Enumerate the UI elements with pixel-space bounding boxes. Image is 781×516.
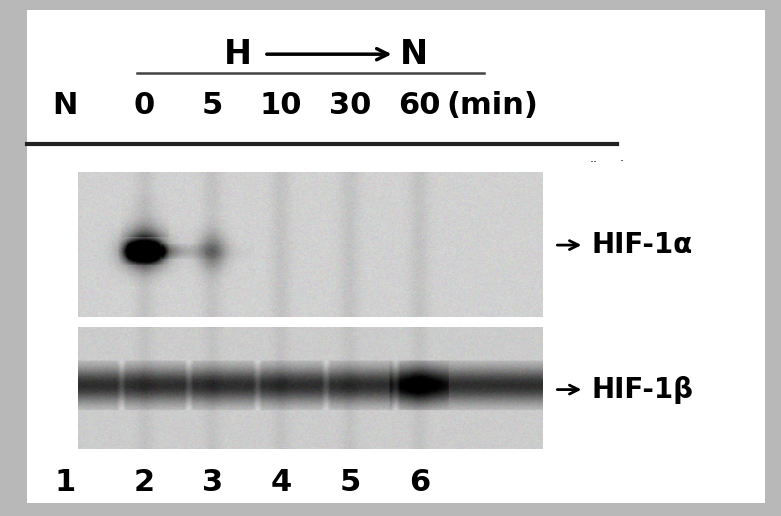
Text: 3: 3 — [201, 468, 223, 497]
Text: 1: 1 — [54, 468, 76, 497]
Text: 2: 2 — [134, 468, 155, 497]
Text: HIF-1β: HIF-1β — [592, 376, 694, 404]
Text: HIF-1α: HIF-1α — [592, 231, 694, 259]
Text: 5: 5 — [201, 91, 223, 120]
Text: 5: 5 — [339, 468, 361, 497]
Text: (min): (min) — [446, 91, 538, 120]
Text: 60: 60 — [398, 91, 440, 120]
Text: 4: 4 — [270, 468, 292, 497]
Text: N: N — [52, 91, 77, 120]
Text: .: . — [619, 151, 623, 164]
Text: 6: 6 — [408, 468, 430, 497]
Text: 10: 10 — [260, 91, 302, 120]
Text: H: H — [224, 38, 252, 71]
Text: N: N — [400, 38, 428, 71]
Text: 30: 30 — [329, 91, 371, 120]
Text: ..: .. — [590, 152, 597, 165]
Text: 0: 0 — [134, 91, 155, 120]
